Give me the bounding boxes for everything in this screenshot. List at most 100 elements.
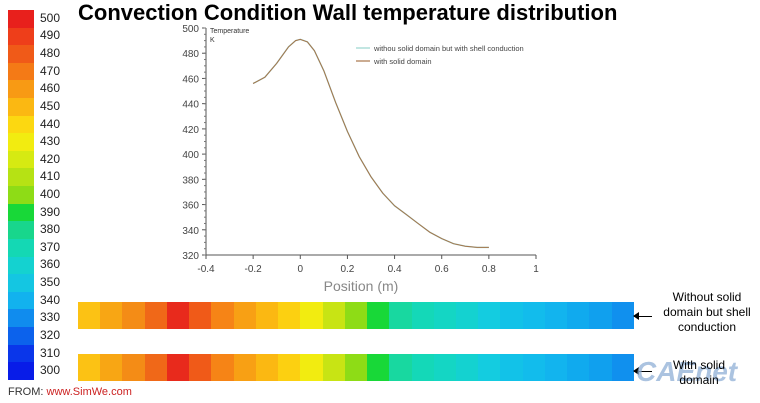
colorbar-label: 490: [40, 28, 61, 43]
colorbar-label: 460: [40, 81, 61, 96]
temperature-strip-with-solid: [78, 354, 634, 381]
x-tick-label: 0.8: [482, 264, 496, 275]
y-axis-label: K: [210, 37, 215, 44]
strip-cell: [611, 354, 634, 381]
strip-cell: [144, 302, 167, 329]
watermark-logo: CAEnet: [636, 356, 738, 387]
x-tick-label: 0: [298, 264, 304, 275]
x-tick-label: 1: [533, 264, 539, 275]
temperature-strip-without-solid: [78, 302, 634, 329]
strip-cell: [344, 302, 368, 329]
colorbar-swatch: [8, 238, 34, 257]
strip-cell: [189, 302, 212, 329]
colorbar-label: 440: [40, 116, 61, 131]
strip-cell: [300, 302, 323, 329]
y-tick-label: 440: [182, 100, 199, 111]
colorbar-swatch: [8, 362, 34, 380]
x-tick-label: -0.4: [197, 264, 215, 275]
strip-cell: [389, 354, 412, 381]
strip-cell: [544, 302, 568, 329]
colorbar-swatch: [8, 256, 34, 275]
strip-cell: [567, 354, 590, 381]
colorbar-label: 470: [40, 63, 61, 78]
colorbar-label: 310: [40, 345, 61, 360]
strip-cell: [211, 302, 234, 329]
y-tick-label: 340: [182, 226, 199, 237]
strip-cell: [522, 302, 545, 329]
strip-cell: [478, 302, 501, 329]
strip-cell: [300, 354, 323, 381]
strip-cell: [166, 302, 190, 329]
strip-cell: [100, 302, 123, 329]
strip-cell: [589, 354, 612, 381]
strip-cell: [322, 302, 345, 329]
strip-cell: [455, 302, 479, 329]
strip-label-with-solid: With solid domain: [672, 358, 725, 387]
strip-cell: [278, 354, 301, 381]
strip-cell: [122, 302, 145, 329]
arrow-line: [634, 316, 652, 317]
strip-cell: [611, 302, 634, 329]
strip-cell: [367, 302, 390, 329]
x-tick-label: 0.4: [388, 264, 402, 275]
colorbar-swatch: [8, 150, 34, 169]
chart-title: Convection Condition Wall temperature di…: [78, 0, 618, 25]
colorbar-label: 430: [40, 134, 61, 149]
strip-cell: [278, 302, 301, 329]
colorbar-swatch: [8, 291, 34, 310]
strip-cell: [255, 354, 279, 381]
colorbar-label: 390: [40, 204, 61, 219]
source-site[interactable]: www.SimWe.com: [46, 386, 132, 398]
colorbar-label: 420: [40, 151, 61, 166]
colorbar-swatch: [8, 45, 34, 63]
strip-cell: [544, 354, 568, 381]
colorbar-swatch: [8, 186, 34, 204]
colorbar-label: 350: [40, 275, 61, 290]
strip-cell: [144, 354, 167, 381]
colorbar-swatch: [8, 115, 34, 134]
strip-cell: [100, 354, 123, 381]
strip-cell: [567, 302, 590, 329]
x-tick-label: 0.6: [435, 264, 449, 275]
strip-cell: [478, 354, 501, 381]
colorbar: [8, 10, 34, 380]
y-axis-label: Temperature: [210, 28, 249, 35]
x-tick-label: 0.2: [340, 264, 354, 275]
strip-cell: [344, 354, 368, 381]
colorbar-label: 450: [40, 98, 61, 113]
strip-cell: [433, 302, 456, 329]
y-tick-label: 460: [182, 74, 199, 85]
strip-cell: [78, 302, 101, 329]
y-tick-label: 480: [182, 49, 199, 60]
strip-cell: [78, 354, 101, 381]
strip-cell: [189, 354, 212, 381]
legend-label: withou solid domain but with shell condu…: [373, 44, 524, 53]
source-credit: FROM: www.SimWe.com: [8, 386, 132, 398]
colorbar-swatch: [8, 326, 34, 345]
line-chart: 320 340 360 380 400 420 440 460 480 500 -0.4 -0.2 0 0…: [182, 24, 539, 294]
strip-cell: [411, 354, 434, 381]
colorbar-swatch: [8, 62, 34, 81]
source-prefix: FROM:: [8, 386, 44, 398]
colorbar-label: 480: [40, 46, 61, 61]
colorbar-swatch: [8, 168, 34, 187]
strip-cell: [433, 354, 456, 381]
strip-cell: [455, 354, 479, 381]
colorbar-swatch: [8, 344, 34, 363]
colorbar-label: 500: [40, 10, 61, 25]
colorbar-label: 410: [40, 169, 61, 184]
strip-cell: [367, 354, 390, 381]
y-tick-label: 320: [182, 251, 199, 262]
strip-cell: [233, 354, 256, 381]
y-tick-label: 420: [182, 125, 199, 136]
colorbar-label: 300: [40, 363, 61, 378]
strip-label-without-solid: Without solid domain but shell conductio…: [663, 290, 751, 334]
strip-cell: [122, 354, 145, 381]
colorbar-label: 360: [40, 257, 61, 272]
y-tick-label: 500: [182, 24, 199, 35]
colorbar-swatch: [8, 221, 34, 239]
legend-label: with solid domain: [373, 57, 432, 66]
strip-cell: [522, 354, 545, 381]
colorbar-labels: 500 490 480 470 460 450 440 430 420 410 400 390 380 3…: [40, 10, 80, 380]
colorbar-label: 380: [40, 222, 61, 237]
